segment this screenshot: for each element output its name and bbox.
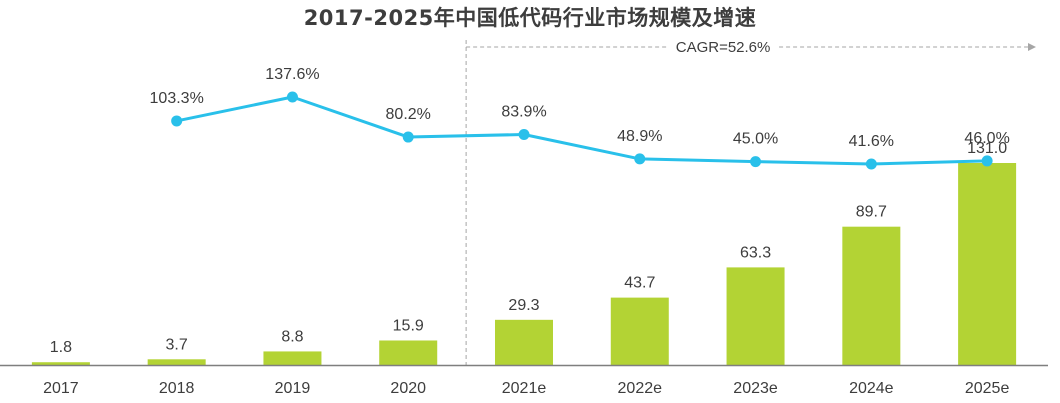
growth-point-2018	[171, 115, 183, 127]
x-tick-2019: 2019	[275, 380, 311, 397]
cagr-arrowhead	[1028, 43, 1036, 51]
growth-point-2021e	[518, 128, 530, 140]
bar-value-labels: 1.8 3.7 8.8 15.9 29.3 43.7 63.3 89.7 131.0	[50, 140, 1007, 356]
x-tick-2021e: 2021e	[502, 380, 547, 397]
growth-line	[176, 95, 988, 166]
bar-label-2018: 3.7	[166, 336, 188, 353]
growth-point-2025e	[981, 155, 993, 167]
growth-label-2024e: 41.6%	[849, 133, 894, 150]
bar-label-2021e: 29.3	[508, 297, 539, 314]
x-tick-2023e: 2023e	[733, 380, 778, 397]
growth-label-2019: 137.6%	[265, 66, 319, 83]
x-axis: 2017 2018 2019 2020 2021e 2022e 2023e 2024e 2025…	[0, 364, 1048, 397]
bar-label-2020: 15.9	[393, 317, 424, 334]
bar-2023e	[726, 267, 785, 365]
growth-point-2023e	[750, 156, 762, 168]
bar-2017	[31, 362, 90, 365]
bar-label-2023e: 63.3	[740, 244, 771, 261]
bar-2025e	[958, 163, 1017, 365]
growth-label-2023e: 45.0%	[733, 131, 778, 148]
growth-line-series	[171, 91, 993, 170]
x-tick-2017: 2017	[43, 380, 79, 397]
bar-label-2025e: 131.0	[967, 140, 1007, 157]
bar-2021e	[495, 319, 553, 365]
x-tick-2022e: 2022e	[618, 380, 663, 397]
bar-2019	[263, 351, 322, 365]
growth-point-2019	[286, 91, 298, 103]
cagr-label: CAGR=52.6%	[676, 39, 771, 56]
bar-label-2022e: 43.7	[624, 275, 655, 292]
growth-point-2020	[402, 131, 414, 143]
growth-value-labels: 103.3% 137.6% 80.2% 83.9% 48.9% 45.0% 41.6% 46.…	[150, 66, 1010, 150]
cagr-guides: CAGR=52.6%	[465, 39, 1036, 365]
growth-label-2021e: 83.9%	[501, 103, 546, 120]
growth-label-2020: 80.2%	[386, 106, 431, 123]
bar-series	[31, 163, 1017, 365]
bar-2020	[379, 340, 438, 365]
bar-2024e	[842, 226, 901, 365]
growth-label-2022e: 48.9%	[617, 128, 662, 145]
bar-2022e	[610, 297, 669, 365]
x-tick-2025e: 2025e	[965, 380, 1010, 397]
bar-label-2019: 8.8	[281, 328, 303, 345]
x-tick-2020: 2020	[390, 380, 426, 397]
x-tick-2024e: 2024e	[849, 380, 894, 397]
bar-label-2017: 1.8	[50, 339, 72, 356]
growth-label-2018: 103.3%	[150, 90, 204, 107]
x-tick-2018: 2018	[159, 380, 195, 397]
bar-2018	[147, 359, 206, 365]
chart-title: 2017-2025年中国低代码行业市场规模及增速	[303, 6, 757, 30]
growth-label-2025e: 46.0%	[964, 130, 1009, 147]
bar-label-2024e: 89.7	[856, 204, 887, 221]
growth-point-2022e	[634, 153, 646, 165]
growth-point-2024e	[865, 158, 877, 170]
